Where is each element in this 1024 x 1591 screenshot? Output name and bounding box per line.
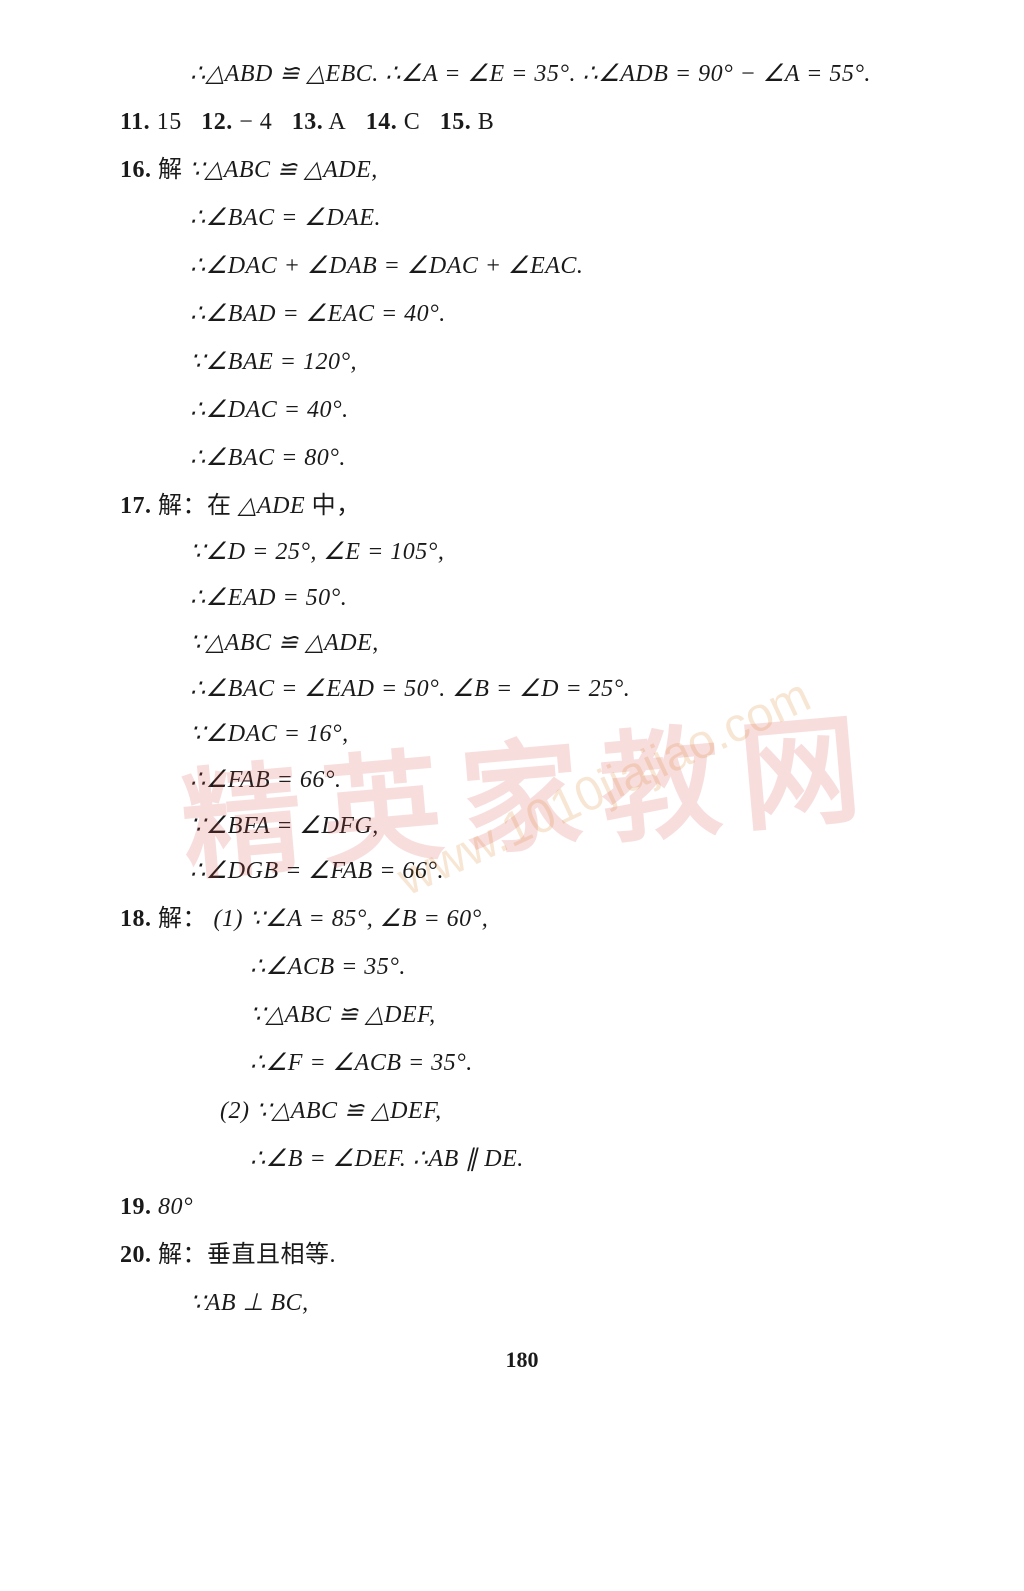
label-text: 解 — [158, 157, 189, 183]
q-num: 20. — [120, 1242, 152, 1268]
answer-value: B — [478, 109, 495, 135]
solution-line: ∴∠BAC = ∠EAD = 50°. ∠B = ∠D = 25°. — [120, 667, 924, 713]
solution-line: ∴∠DGB = ∠FAB = 66°. — [120, 849, 924, 895]
answer-value: A — [328, 109, 346, 135]
solution-line: ∵∠BFA = ∠DFG, — [120, 804, 924, 850]
q-num: 12. — [201, 109, 233, 135]
math-text: ∴∠BAC = 80°. — [190, 445, 346, 471]
math-text: ∵△ABC ≌ △ADE, — [190, 630, 379, 656]
solution-line: ∴∠FAB = 66°. — [120, 758, 924, 804]
math-text: (1) ∵∠A = 85°, ∠B = 60°, — [214, 906, 489, 932]
math-text: ∵AB ⊥ BC, — [190, 1290, 309, 1316]
math-text: ∴∠BAC = ∠DAE. — [190, 205, 381, 231]
label-text: 中， — [312, 493, 361, 519]
math-text: ∵△ABC ≌ △DEF, — [256, 1098, 442, 1124]
solution-line: ∵AB ⊥ BC, — [120, 1279, 924, 1327]
page-content: ∴△ABD ≌ △EBC. ∴∠A = ∠E = 35°. ∴∠ADB = 90… — [0, 0, 1024, 1403]
q-num: 14. — [366, 109, 398, 135]
part-label: (2) — [220, 1098, 256, 1124]
math-text: ∴∠DAC = 40°. — [190, 397, 349, 423]
q-num: 18. — [120, 906, 152, 932]
q-num: 16. — [120, 157, 152, 183]
solution-line: 17. 解：在 △ADE 中， — [120, 482, 924, 530]
answer-value: 15 — [157, 109, 182, 135]
solution-line: 19. 80° — [120, 1183, 924, 1231]
solution-line: ∵△ABC ≌ △DEF, — [120, 991, 924, 1039]
math-text: ∴∠EAD = 50°. — [190, 585, 347, 611]
math-text: △ADE — [238, 493, 312, 519]
q-num: 15. — [440, 109, 472, 135]
solution-line: ∴∠ACB = 35°. — [120, 943, 924, 991]
solution-line: ∴∠DAC = 40°. — [120, 386, 924, 434]
math-text: ∵∠BAE = 120°, — [190, 349, 357, 375]
solution-line: ∴∠EAD = 50°. — [120, 576, 924, 622]
math-text: ∵∠BFA = ∠DFG, — [190, 813, 379, 839]
math-text: ∴∠B = ∠DEF. ∴AB ∥ DE. — [250, 1146, 524, 1172]
solution-line: ∴∠B = ∠DEF. ∴AB ∥ DE. — [120, 1135, 924, 1183]
label-text: 解：垂直且相等. — [158, 1242, 336, 1268]
solution-line: ∵∠BAE = 120°, — [120, 338, 924, 386]
math-text: ∴∠DGB = ∠FAB = 66°. — [190, 858, 444, 884]
solution-line: 16. 解 ∵△ABC ≌ △ADE, — [120, 146, 924, 194]
q-num: 11. — [120, 109, 150, 135]
solution-line: ∵∠DAC = 16°, — [120, 712, 924, 758]
solution-line: ∴∠BAD = ∠EAC = 40°. — [120, 290, 924, 338]
solution-line: ∵∠D = 25°, ∠E = 105°, — [120, 530, 924, 576]
math-text: ∵∠D = 25°, ∠E = 105°, — [190, 539, 444, 565]
math-text: ∴∠DAC + ∠DAB = ∠DAC + ∠EAC. — [190, 253, 583, 279]
solution-line: 18. 解： (1) ∵∠A = 85°, ∠B = 60°, — [120, 895, 924, 943]
answer-value: 80° — [158, 1194, 193, 1220]
solution-line: ∴△ABD ≌ △EBC. ∴∠A = ∠E = 35°. ∴∠ADB = 90… — [120, 50, 924, 98]
math-text: ∴∠FAB = 66°. — [190, 767, 341, 793]
math-text: ∵△ABC ≌ △DEF, — [250, 1002, 436, 1028]
solution-line: ∴∠F = ∠ACB = 35°. — [120, 1039, 924, 1087]
page-number-value: 180 — [506, 1347, 539, 1372]
q-num: 17. — [120, 493, 152, 519]
math-text: ∴∠F = ∠ACB = 35°. — [250, 1050, 473, 1076]
math-text: ∴∠BAC = ∠EAD = 50°. ∠B = ∠D = 25°. — [190, 676, 630, 702]
q-num: 13. — [292, 109, 324, 135]
answer-value: − 4 — [239, 109, 272, 135]
solution-line: ∵△ABC ≌ △ADE, — [120, 621, 924, 667]
solution-line: 20. 解：垂直且相等. — [120, 1231, 924, 1279]
math-text: ∵△ABC ≌ △ADE, — [189, 157, 378, 183]
math-text: ∴∠ACB = 35°. — [250, 954, 406, 980]
q-num: 19. — [120, 1194, 152, 1220]
math-text: ∴△ABD ≌ △EBC. ∴∠A = ∠E = 35°. ∴∠ADB = 90… — [190, 61, 871, 87]
solution-line: ∴∠BAC = 80°. — [120, 434, 924, 482]
label-text: 解： — [158, 906, 207, 932]
solution-line: ∴∠BAC = ∠DAE. — [120, 194, 924, 242]
page-number: 180 — [120, 1347, 924, 1373]
solution-line: ∴∠DAC + ∠DAB = ∠DAC + ∠EAC. — [120, 242, 924, 290]
math-text: ∴∠BAD = ∠EAC = 40°. — [190, 301, 446, 327]
solution-line: (2) ∵△ABC ≌ △DEF, — [120, 1087, 924, 1135]
answer-value: C — [404, 109, 421, 135]
label-text: 解：在 — [158, 493, 238, 519]
math-text: ∵∠DAC = 16°, — [190, 721, 349, 747]
answer-row: 11. 15 12. − 4 13. A 14. C 15. B — [120, 98, 924, 146]
